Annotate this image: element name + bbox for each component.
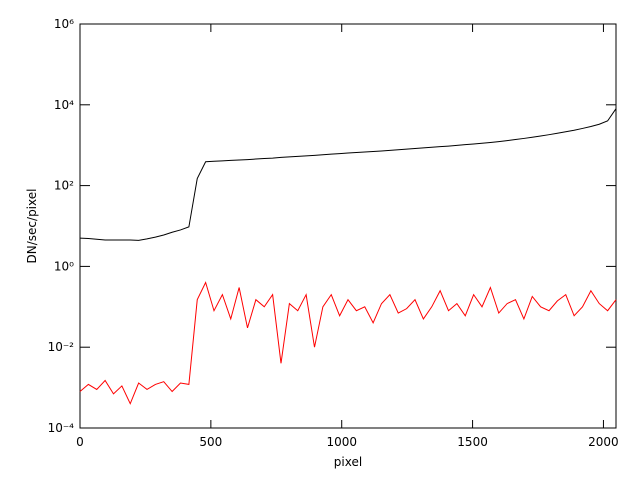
y-tick-label: 10⁴ <box>54 98 74 112</box>
x-tick-label: 2000 <box>588 435 619 449</box>
y-tick-label: 10⁻² <box>48 340 75 354</box>
x-tick-label: 1500 <box>457 435 488 449</box>
plot-frame <box>79 23 617 429</box>
x-tick-label: 0 <box>76 435 84 449</box>
x-tick-label: 500 <box>199 435 222 449</box>
data-line <box>79 108 617 241</box>
y-tick-label: 10⁻⁴ <box>48 421 75 435</box>
x-tick-label: 1000 <box>326 435 357 449</box>
y-tick-label: 10² <box>54 179 74 193</box>
y-tick-label: 10⁰ <box>54 259 74 273</box>
data-line <box>79 281 617 405</box>
y-tick-label: 10⁶ <box>54 17 74 31</box>
x-axis-label: pixel <box>334 455 362 469</box>
y-axis-label: DN/sec/pixel <box>25 189 39 264</box>
